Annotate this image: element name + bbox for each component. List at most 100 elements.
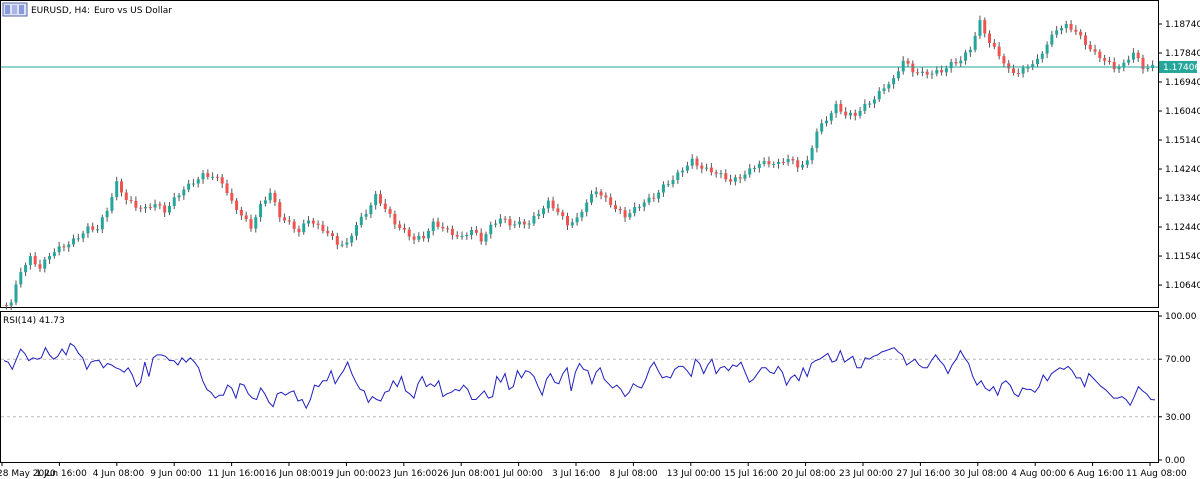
- candle-body: [676, 172, 680, 180]
- candle-body: [402, 228, 406, 230]
- candle-body: [959, 60, 963, 64]
- candle-body: [350, 235, 354, 243]
- candle-body: [743, 174, 747, 179]
- candle-body: [259, 203, 263, 218]
- candle-body: [1069, 23, 1073, 30]
- candle-body: [753, 168, 757, 170]
- candle-body: [637, 206, 641, 208]
- candle-body: [944, 68, 948, 73]
- candle-body: [374, 194, 378, 206]
- candle-body: [474, 229, 478, 233]
- time-tick-label: 6 Aug 16:00: [1069, 469, 1124, 479]
- candle-body: [503, 218, 507, 220]
- candle-body: [695, 158, 699, 166]
- candle-body: [158, 204, 162, 206]
- candle-body: [297, 228, 301, 233]
- candle-body: [1093, 49, 1097, 52]
- candle-body: [685, 165, 689, 171]
- candle-body: [302, 223, 306, 233]
- candle-body: [757, 163, 761, 169]
- rsi-label: RSI(14) 41.73: [3, 316, 65, 326]
- candle-body: [901, 60, 905, 72]
- candle-body: [465, 234, 469, 237]
- candle-body: [4, 305, 8, 307]
- candle-body: [767, 161, 771, 165]
- candle-body: [940, 70, 944, 73]
- candle-body: [733, 177, 737, 182]
- candle-body: [417, 236, 421, 240]
- candle-body: [1074, 29, 1078, 32]
- candle-body: [1112, 62, 1116, 70]
- candle-body: [556, 208, 560, 213]
- candle-body: [935, 70, 939, 74]
- candle-body: [1036, 58, 1040, 65]
- candle-body: [470, 229, 474, 235]
- time-tick-label: 13 Jul 00:00: [667, 469, 721, 479]
- time-tick-label: 11 Jun 16:00: [208, 469, 265, 479]
- candle-body: [589, 194, 593, 203]
- candle-body: [1064, 23, 1068, 29]
- candle-body: [983, 20, 987, 34]
- candle-body: [244, 215, 248, 220]
- candle-body: [623, 210, 627, 218]
- candle-body: [690, 158, 694, 166]
- candle-body: [446, 228, 450, 230]
- candle-body: [1045, 44, 1049, 54]
- candle-body: [220, 177, 224, 184]
- candle-body: [398, 224, 402, 229]
- candle-body: [369, 205, 373, 215]
- candle-body: [777, 161, 781, 165]
- candle-body: [709, 167, 713, 173]
- candle-body: [1031, 64, 1035, 68]
- time-tick-label: 1 Jul 00:00: [495, 469, 544, 479]
- candle-body: [1136, 52, 1140, 58]
- candle-body: [335, 236, 339, 245]
- candle-body: [724, 173, 728, 180]
- chart-symbol-label: EURUSD, H4:: [31, 6, 90, 16]
- time-tick-label: 1 Jun 16:00: [35, 469, 87, 479]
- candle-body: [1122, 62, 1126, 67]
- candle-body: [163, 205, 167, 213]
- candle-body: [781, 161, 785, 163]
- candle-body: [522, 221, 526, 225]
- candle-body: [729, 179, 733, 182]
- candle-body: [738, 177, 742, 179]
- rsi-tick-label: 70.00: [1165, 355, 1191, 365]
- time-tick-label: 19 Jun 00:00: [322, 469, 379, 479]
- candle-body: [1107, 60, 1111, 63]
- candle-body: [316, 223, 320, 225]
- candle-body: [412, 236, 416, 240]
- rsi-axis: 100.00 70.00 30.00 0.00: [1158, 312, 1197, 466]
- candle-body: [786, 159, 790, 163]
- candle-body: [839, 103, 843, 112]
- time-tick-label: 3 Jul 16:00: [552, 469, 601, 479]
- time-tick-label: 26 Jun 08:00: [437, 469, 494, 479]
- candle-body: [326, 230, 330, 234]
- last-price-label: 1.17406: [1163, 63, 1200, 73]
- candle-body: [1059, 28, 1063, 31]
- chart-window-icon[interactable]: [2, 2, 28, 17]
- candle-body: [618, 208, 622, 211]
- candle-body: [705, 167, 709, 169]
- candle-body: [719, 173, 723, 175]
- candle-body: [954, 62, 958, 64]
- candle-body: [964, 52, 968, 61]
- candle-body: [997, 46, 1001, 57]
- candle-body: [292, 221, 296, 229]
- price-tick-label: 1.10640: [1165, 281, 1200, 291]
- candle-body: [949, 62, 953, 69]
- candle-body: [978, 20, 982, 36]
- candle-body: [748, 168, 752, 175]
- candle-body: [916, 72, 920, 74]
- price-tick-label: 1.13340: [1165, 194, 1200, 204]
- candle-body: [105, 210, 109, 218]
- candle-body: [848, 112, 852, 116]
- candle-body: [196, 179, 200, 184]
- candle-body: [1083, 35, 1087, 45]
- candle-body: [345, 242, 349, 245]
- candle-body: [498, 218, 502, 224]
- candle-body: [450, 228, 454, 236]
- time-tick-label: 28 May 2020: [0, 469, 56, 479]
- candle-body: [206, 173, 210, 177]
